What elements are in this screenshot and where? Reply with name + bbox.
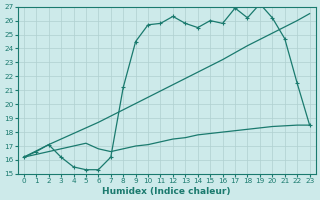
X-axis label: Humidex (Indice chaleur): Humidex (Indice chaleur) — [102, 187, 231, 196]
